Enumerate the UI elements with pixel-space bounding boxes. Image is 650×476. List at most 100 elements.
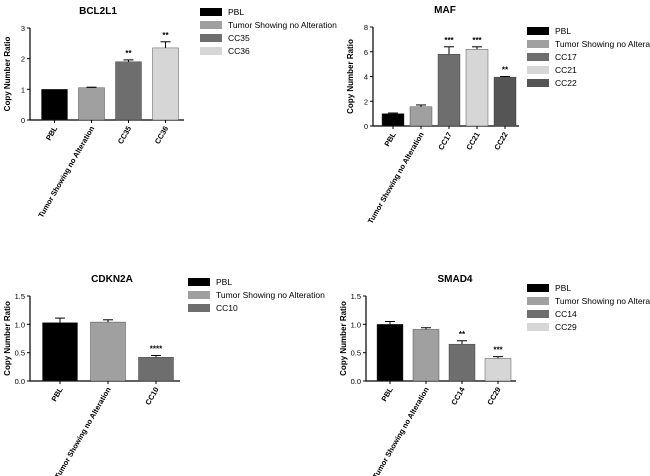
y-tick-label: 1.0: [351, 320, 361, 329]
chart-title: CDKN2A: [91, 274, 133, 285]
bar-tumor-showing-no-alteration: [412, 329, 440, 382]
y-tick-label: 1.5: [351, 292, 361, 301]
y-tick-label: 0.0: [15, 377, 25, 386]
legend-entry: Tumor Showing no Alteration: [555, 296, 650, 306]
x-tick-label: PBL: [44, 124, 60, 142]
y-tick-label: 1.0: [15, 320, 25, 329]
x-tick-label: CC10: [143, 386, 160, 407]
legend-entry: CC17: [555, 52, 577, 62]
legend-swatch: [188, 278, 210, 286]
y-tick-label: 0.5: [351, 349, 361, 358]
legend-entry: PBL: [555, 283, 571, 293]
y-tick-label: 3: [21, 24, 25, 33]
legend-swatch: [200, 47, 222, 55]
y-tick-label: 6: [364, 48, 368, 57]
legend-entry: Tumor Showing no Alteration: [228, 20, 337, 30]
y-tick-label: 2: [364, 97, 368, 106]
legend-entry: PBL: [228, 7, 244, 17]
bar-tumor-showing-no-alteration: [78, 87, 105, 121]
bar-cc35: [115, 61, 142, 121]
y-tick-label: 0.5: [15, 349, 25, 358]
legend-entry: PBL: [555, 26, 571, 36]
x-tick-label: Tumor Showing no Alteration: [53, 385, 113, 476]
y-tick-label: 2: [21, 55, 25, 64]
bar-cc22: [493, 76, 517, 127]
x-tick-label: CC29: [485, 386, 502, 407]
bar-pbl: [41, 89, 68, 121]
y-axis-label: Copy Number Ratio: [346, 39, 355, 114]
legend-entry: CC35: [228, 33, 250, 43]
legend-swatch: [200, 21, 222, 29]
legend-swatch: [527, 310, 549, 318]
legend-entry: Tumor Showing no Alteration: [216, 290, 325, 300]
y-axis-label: Copy Number Ratio: [3, 301, 12, 376]
x-tick-label: CC14: [449, 385, 467, 407]
legend-swatch: [527, 53, 549, 61]
significance-label: **: [502, 66, 509, 75]
x-tick-label: PBL: [382, 130, 398, 148]
bar-cc21: [465, 49, 489, 127]
significance-label: **: [125, 49, 132, 58]
legend-entry: CC10: [216, 303, 238, 313]
y-tick-label: 0: [21, 116, 25, 125]
legend-swatch: [188, 304, 210, 312]
bar-pbl: [42, 322, 78, 382]
bar-tumor-showing-no-alteration: [90, 321, 126, 382]
y-tick-label: 4: [364, 73, 368, 82]
y-tick-label: 0.0: [351, 377, 361, 386]
x-tick-label: Tumor Showing no Alteration: [366, 130, 426, 225]
legend-swatch: [188, 291, 210, 299]
legend-entry: PBL: [216, 277, 232, 287]
x-tick-label: CC36: [153, 125, 170, 146]
bar-cc10: [138, 357, 174, 382]
bar-tumor-showing-no-alteration: [409, 106, 433, 127]
significance-label: ***: [472, 36, 482, 45]
y-axis-label: Copy Number Ratio: [3, 37, 12, 112]
y-tick-label: 1.5: [15, 292, 25, 301]
bar-cc17: [437, 54, 461, 127]
legend-entry: CC14: [555, 309, 577, 319]
significance-label: **: [459, 330, 466, 339]
legend-entry: CC22: [555, 78, 577, 88]
legend-swatch: [527, 323, 549, 331]
legend-swatch: [527, 27, 549, 35]
x-tick-label: PBL: [379, 385, 395, 403]
legend-swatch: [527, 66, 549, 74]
bar-cc36: [152, 47, 179, 121]
y-tick-label: 0: [364, 122, 368, 131]
x-tick-label: CC17: [436, 131, 453, 152]
legend-swatch: [200, 8, 222, 16]
chart-title: BCL2L1: [79, 6, 117, 17]
y-tick-label: 8: [364, 23, 368, 32]
legend-swatch: [527, 284, 549, 292]
y-tick-label: 1: [21, 85, 25, 94]
legend-entry: CC29: [555, 322, 577, 332]
legend-entry: CC21: [555, 65, 577, 75]
chart-title: SMAD4: [437, 274, 472, 285]
bar-cc29: [484, 358, 512, 382]
bar-pbl: [381, 113, 405, 127]
legend-swatch: [527, 297, 549, 305]
x-tick-label: CC35: [116, 125, 133, 146]
x-tick-label: CC22: [492, 131, 509, 152]
x-tick-label: PBL: [49, 385, 65, 403]
significance-label: ****: [150, 345, 163, 354]
legend-swatch: [527, 40, 549, 48]
y-axis-label: Copy Number Ratio: [339, 301, 348, 376]
legend-entry: CC36: [228, 46, 250, 56]
significance-label: ***: [493, 346, 503, 355]
significance-label: ***: [444, 36, 454, 45]
bar-cc14: [448, 343, 476, 382]
chart-title: MAF: [434, 5, 456, 16]
significance-label: **: [162, 31, 169, 40]
bar-pbl: [376, 324, 404, 382]
legend-swatch: [527, 79, 549, 87]
chart-bcl2l1: BCL2L1 Copy Number Ratio 0 1 2 3 PBL Tumor Show…: [3, 6, 337, 219]
legend-entry: Tumor Showing no Alteration: [555, 39, 650, 49]
x-tick-label: CC21: [464, 131, 481, 152]
